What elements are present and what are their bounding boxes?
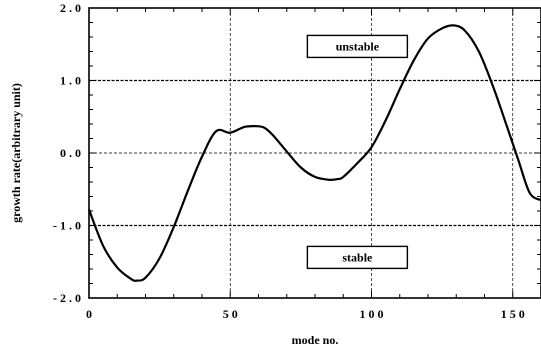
- x-tick-label: 0: [86, 307, 92, 321]
- y-tick-label: 0 . 0: [60, 146, 81, 160]
- annotation-box: [306, 245, 409, 270]
- x-tick-label: 5 0: [223, 307, 238, 321]
- y-axis-title: growth rate(arbitrary unit): [9, 83, 23, 223]
- x-tick-label: 1 0 0: [360, 307, 384, 321]
- series-line: [87, 24, 541, 282]
- x-axis-title: mode no.: [292, 333, 339, 347]
- x-tick-label: 1 5 0: [501, 307, 525, 321]
- annotations: unstable stable: [306, 34, 409, 270]
- y-tick-label: 1 . 0: [60, 74, 81, 88]
- reference-lines: [89, 79, 541, 227]
- y-tick-label: - 1 . 0: [53, 219, 81, 233]
- annotation-label: unstable: [336, 39, 380, 53]
- y-tick-label: - 2 . 0: [53, 291, 81, 305]
- annotation-box: [306, 34, 409, 59]
- ticks: [88, 7, 541, 299]
- annotation-label: stable: [342, 250, 373, 264]
- tick-labels: 0 5 0 1 0 0 1 5 0 2 . 0 1 . 0 0 . 0 - 1 . 0 - 2 …: [53, 1, 525, 321]
- y-tick-label: 2 . 0: [60, 1, 81, 15]
